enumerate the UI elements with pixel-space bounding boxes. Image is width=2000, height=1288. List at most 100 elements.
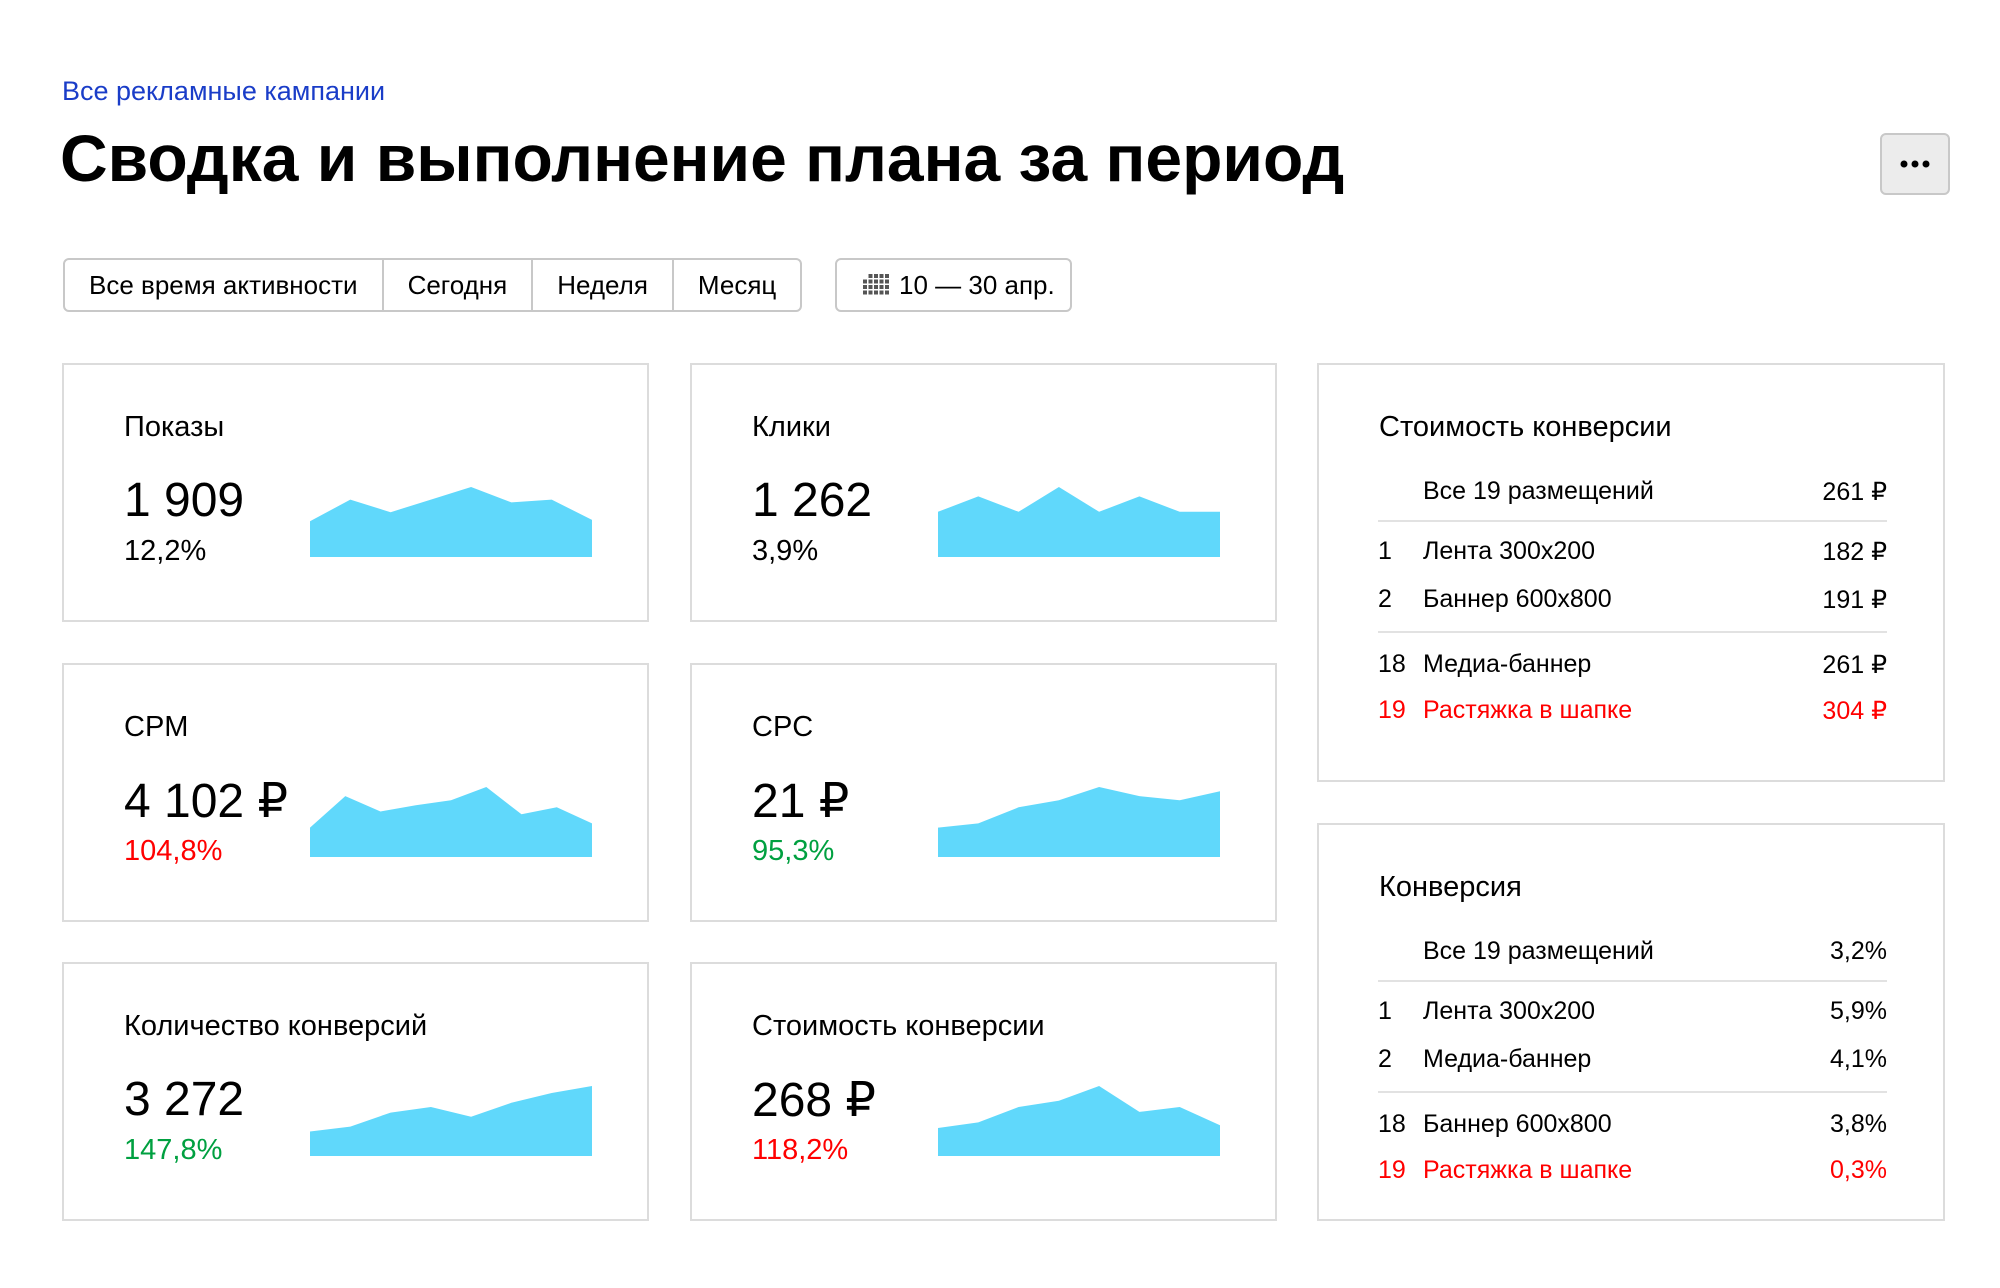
metric-card: CPC 21 ₽ 95,3% bbox=[690, 663, 1277, 922]
row-value: 182 ₽ bbox=[1822, 538, 1887, 566]
row-name: Растяжка в шапке bbox=[1423, 696, 1633, 724]
sparkline bbox=[938, 787, 1220, 857]
row-value: 261 ₽ bbox=[1822, 478, 1887, 506]
period-tab[interactable]: Неделя bbox=[531, 260, 672, 310]
calendar-cell bbox=[874, 274, 878, 278]
metric-change: 12,2% bbox=[124, 535, 207, 567]
metric-card: Клики 1 262 3,9% bbox=[690, 363, 1277, 622]
sparkline-area bbox=[310, 787, 592, 857]
period-tab[interactable]: Сегодня bbox=[381, 260, 532, 310]
metric-label: Показы bbox=[124, 411, 225, 443]
metric-change: 147,8% bbox=[124, 1134, 223, 1166]
calendar-cell bbox=[885, 274, 889, 278]
metric-change: 104,8% bbox=[124, 835, 223, 867]
calendar-icon bbox=[863, 274, 889, 295]
row-rank: 1 bbox=[1378, 537, 1392, 565]
metric-value: 1 909 bbox=[124, 474, 245, 527]
row-value: 3,2% bbox=[1830, 937, 1887, 965]
divider bbox=[1378, 520, 1887, 522]
table-row: 19 Растяжка в шапке 0,3% bbox=[1378, 1156, 1887, 1190]
calendar-cell bbox=[879, 285, 884, 289]
metric-card: Стоимость конверсии 268 ₽ 118,2% bbox=[690, 962, 1277, 1221]
calendar-cell bbox=[863, 290, 867, 295]
row-rank: 19 bbox=[1378, 1156, 1406, 1184]
row-name: Медиа-баннер bbox=[1423, 650, 1592, 678]
row-value: 3,8% bbox=[1830, 1110, 1887, 1138]
metric-value: 1 262 bbox=[752, 474, 873, 527]
row-name: Растяжка в шапке bbox=[1423, 1156, 1633, 1184]
row-name: Все 19 размещений bbox=[1423, 477, 1654, 505]
calendar-cell bbox=[885, 290, 889, 295]
row-name: Лента 300x200 bbox=[1423, 997, 1596, 1025]
sparkline bbox=[938, 1086, 1220, 1156]
metric-label: Количество конверсий bbox=[124, 1010, 428, 1042]
row-value: 0,3% bbox=[1830, 1156, 1887, 1184]
divider bbox=[1378, 1091, 1887, 1093]
period-tab[interactable]: Месяц bbox=[671, 260, 800, 310]
table-row: 18 Баннер 600x800 3,8% bbox=[1378, 1110, 1887, 1144]
total-row: Все 19 размещений 3,2% bbox=[1378, 937, 1887, 971]
calendar-cell bbox=[868, 279, 873, 284]
row-name: Баннер 600x800 bbox=[1423, 585, 1612, 613]
breadcrumb[interactable]: Все рекламные кампании bbox=[62, 76, 386, 106]
metric-change: 118,2% bbox=[752, 1134, 849, 1166]
sparkline bbox=[938, 487, 1220, 557]
table-row: 18 Медиа-баннер 261 ₽ bbox=[1378, 650, 1887, 684]
calendar-cell bbox=[885, 279, 889, 284]
metric-label: Клики bbox=[752, 411, 831, 443]
summary-title: Конверсия bbox=[1379, 871, 1522, 903]
calendar-cell bbox=[868, 290, 873, 295]
metric-card: CPM 4 102 ₽ 104,8% bbox=[62, 663, 649, 922]
calendar-cell bbox=[885, 285, 889, 289]
summary-card: Конверсия Все 19 размещений 3,2% 1 Лента 300… bbox=[1317, 823, 1945, 1221]
metric-value: 3 272 bbox=[124, 1073, 245, 1126]
metric-label: CPM bbox=[124, 711, 189, 743]
sparkline bbox=[310, 487, 592, 557]
calendar-cell bbox=[879, 279, 884, 284]
period-tabs: Все время активности Сегодня Неделя Месяц bbox=[63, 258, 803, 312]
calendar-cell bbox=[874, 279, 878, 284]
table-row: 1 Лента 300x200 182 ₽ bbox=[1378, 537, 1887, 571]
period-tab[interactable]: Все время активности bbox=[89, 270, 358, 300]
row-rank: 2 bbox=[1378, 1045, 1392, 1073]
row-value: 261 ₽ bbox=[1822, 651, 1887, 679]
calendar-cell bbox=[879, 290, 884, 295]
metric-value: 268 ₽ bbox=[752, 1074, 876, 1127]
more-icon bbox=[1900, 160, 1930, 168]
more-button[interactable] bbox=[1880, 133, 1950, 195]
sparkline bbox=[310, 1086, 592, 1156]
sparkline-area bbox=[938, 1086, 1220, 1156]
row-value: 4,1% bbox=[1830, 1045, 1887, 1073]
sparkline bbox=[310, 787, 592, 857]
metric-card: Количество конверсий 3 272 147,8% bbox=[62, 962, 649, 1221]
summary-card: Стоимость конверсии Все 19 размещений 261 … bbox=[1317, 363, 1945, 782]
row-rank: 19 bbox=[1378, 696, 1406, 724]
table-row: 19 Растяжка в шапке 304 ₽ bbox=[1378, 696, 1887, 730]
calendar-cell bbox=[874, 285, 878, 289]
calendar-cell bbox=[863, 285, 867, 289]
row-value: 304 ₽ bbox=[1822, 697, 1887, 725]
metric-change: 3,9% bbox=[752, 535, 819, 567]
summary-title: Стоимость конверсии bbox=[1379, 411, 1672, 443]
total-row: Все 19 размещений 261 ₽ bbox=[1378, 477, 1887, 511]
row-name: Медиа-баннер bbox=[1423, 1045, 1592, 1073]
date-picker[interactable]: 10 — 30 апр. bbox=[835, 258, 1072, 312]
divider bbox=[1378, 631, 1887, 633]
metric-value: 21 ₽ bbox=[752, 775, 850, 828]
metric-label: Стоимость конверсии bbox=[752, 1010, 1045, 1042]
metric-card: Показы 1 909 12,2% bbox=[62, 363, 649, 622]
sparkline-area bbox=[938, 487, 1220, 557]
divider bbox=[1378, 980, 1887, 982]
row-rank: 1 bbox=[1378, 997, 1392, 1025]
calendar-cell bbox=[863, 279, 867, 284]
table-row: 2 Баннер 600x800 191 ₽ bbox=[1378, 585, 1887, 619]
sparkline-area bbox=[938, 787, 1220, 857]
sparkline-area bbox=[310, 1086, 592, 1156]
row-value: 191 ₽ bbox=[1822, 586, 1887, 614]
row-name: Баннер 600x800 bbox=[1423, 1110, 1612, 1138]
metric-label: CPC bbox=[752, 711, 814, 743]
date-range: 10 — 30 апр. bbox=[899, 270, 1055, 300]
calendar-cell bbox=[868, 285, 873, 289]
